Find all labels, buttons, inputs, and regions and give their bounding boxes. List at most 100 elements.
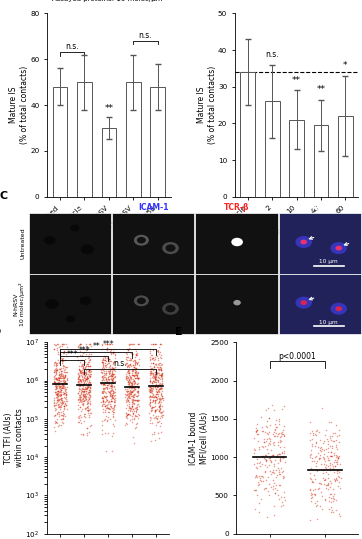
Point — [51, 398, 56, 407]
Point — [56, 364, 62, 373]
Point — [332, 429, 338, 437]
Point — [100, 398, 106, 407]
Point — [59, 370, 64, 379]
Point — [87, 404, 93, 413]
Point — [75, 413, 81, 421]
Ellipse shape — [162, 302, 179, 315]
Point — [105, 404, 111, 412]
Point — [76, 341, 82, 350]
Point — [327, 483, 333, 492]
Point — [109, 364, 115, 373]
Point — [272, 489, 277, 497]
Point — [270, 475, 275, 484]
Text: *: * — [343, 61, 348, 70]
Point — [108, 387, 114, 396]
Point — [123, 412, 129, 420]
Point — [77, 384, 83, 393]
Point — [61, 346, 67, 355]
Point — [132, 353, 138, 362]
Point — [80, 401, 86, 410]
Point — [75, 374, 81, 383]
Point — [333, 436, 339, 444]
Point — [76, 373, 82, 382]
Point — [128, 374, 134, 383]
Point — [56, 420, 62, 429]
Point — [147, 367, 153, 375]
Point — [87, 356, 93, 365]
Point — [103, 361, 109, 369]
Point — [158, 384, 164, 392]
Point — [62, 386, 68, 395]
Point — [84, 399, 89, 407]
Point — [157, 348, 163, 356]
Point — [157, 375, 163, 383]
Point — [151, 372, 157, 381]
Point — [61, 393, 67, 402]
Point — [130, 349, 135, 358]
Point — [133, 411, 139, 420]
Point — [309, 489, 315, 498]
Point — [51, 368, 56, 376]
Point — [52, 388, 58, 396]
Point — [159, 371, 165, 379]
Point — [150, 340, 156, 348]
Point — [108, 379, 114, 388]
Ellipse shape — [331, 242, 347, 254]
Point — [262, 468, 268, 476]
Point — [309, 454, 315, 462]
Point — [75, 379, 81, 388]
Point — [151, 430, 157, 438]
Point — [333, 475, 338, 483]
Point — [152, 382, 158, 391]
Point — [52, 374, 58, 382]
Point — [52, 405, 58, 414]
Point — [264, 463, 270, 472]
Point — [127, 403, 133, 412]
Point — [79, 381, 84, 390]
Point — [102, 356, 108, 364]
Point — [157, 384, 163, 392]
Point — [263, 457, 269, 465]
Point — [254, 426, 260, 435]
Point — [148, 369, 154, 378]
Point — [101, 386, 107, 395]
Point — [56, 365, 62, 374]
Point — [87, 383, 93, 392]
Point — [277, 443, 283, 452]
Point — [152, 396, 157, 404]
Point — [153, 396, 159, 404]
Point — [320, 473, 326, 482]
Point — [100, 380, 106, 389]
Point — [105, 404, 111, 413]
Point — [53, 390, 59, 398]
Point — [109, 431, 114, 440]
Point — [260, 476, 265, 485]
Point — [55, 356, 61, 364]
Point — [282, 495, 288, 504]
Point — [62, 389, 68, 397]
Point — [100, 368, 105, 376]
Point — [308, 445, 314, 454]
Point — [260, 426, 265, 435]
Point — [124, 371, 130, 380]
Point — [77, 357, 83, 366]
Point — [55, 378, 60, 387]
Point — [124, 363, 130, 372]
Point — [155, 347, 160, 356]
Point — [81, 380, 87, 389]
Point — [85, 383, 90, 391]
Point — [53, 375, 59, 383]
Point — [147, 345, 152, 354]
Point — [153, 370, 159, 379]
Point — [79, 368, 85, 377]
Point — [268, 421, 273, 430]
Point — [307, 436, 313, 444]
Point — [134, 373, 140, 382]
Point — [78, 356, 84, 364]
Point — [57, 364, 63, 373]
Point — [106, 340, 112, 348]
Point — [155, 387, 161, 396]
Point — [320, 439, 326, 447]
Point — [156, 364, 162, 373]
Point — [135, 374, 141, 382]
